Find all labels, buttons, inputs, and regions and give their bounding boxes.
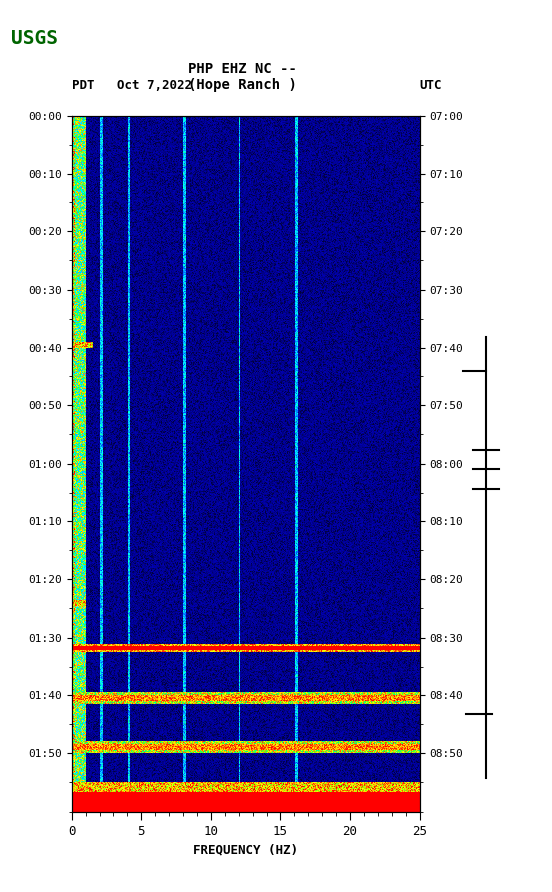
Text: (Hope Ranch ): (Hope Ranch ): [188, 78, 298, 92]
Text: UTC: UTC: [419, 78, 442, 92]
X-axis label: FREQUENCY (HZ): FREQUENCY (HZ): [193, 844, 298, 856]
Text: PDT   Oct 7,2022: PDT Oct 7,2022: [72, 78, 192, 92]
Text: USGS: USGS: [11, 29, 58, 47]
Text: PHP EHZ NC --: PHP EHZ NC --: [188, 62, 298, 76]
